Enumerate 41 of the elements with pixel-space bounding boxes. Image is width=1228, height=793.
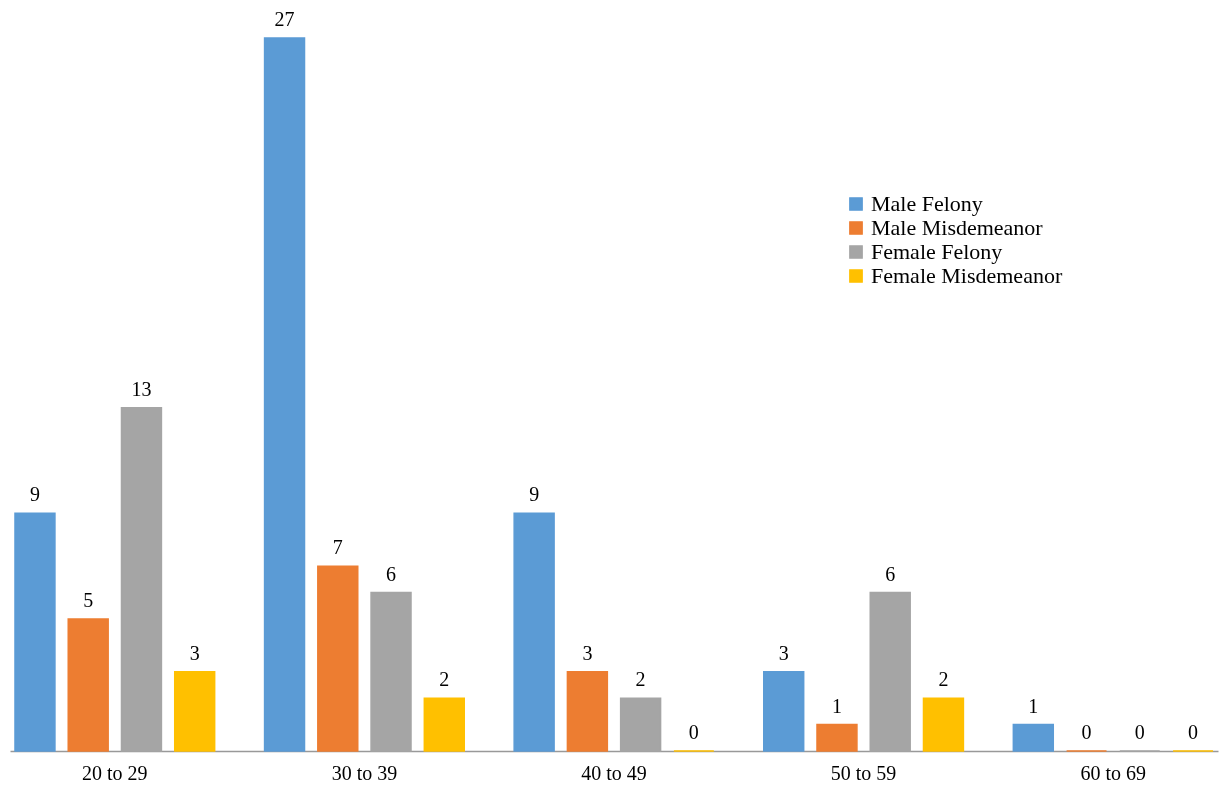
bar bbox=[14, 512, 56, 752]
data-label: 27 bbox=[274, 8, 295, 30]
bar bbox=[566, 671, 609, 752]
data-label: 13 bbox=[131, 377, 152, 400]
x-tick-label: 60 to 69 bbox=[1080, 761, 1146, 784]
data-label: 7 bbox=[332, 536, 343, 559]
x-tick-label: 40 to 49 bbox=[581, 761, 647, 784]
x-tick-label: 20 to 29 bbox=[82, 761, 148, 784]
x-tick-label: 50 to 59 bbox=[830, 761, 897, 784]
data-label: 6 bbox=[386, 562, 397, 585]
data-label: 3 bbox=[582, 641, 593, 664]
bar bbox=[1012, 723, 1055, 752]
legend-label: Male Felony bbox=[871, 191, 983, 216]
bar bbox=[816, 723, 858, 752]
data-label: 1 bbox=[831, 694, 842, 717]
data-label: 2 bbox=[938, 668, 949, 691]
data-label: 0 bbox=[1188, 721, 1199, 743]
data-label: 0 bbox=[1081, 721, 1092, 743]
bar bbox=[763, 671, 805, 752]
data-label: 9 bbox=[529, 483, 540, 506]
data-label: 0 bbox=[688, 721, 699, 743]
bar bbox=[317, 565, 359, 752]
legend-label: Female Felony bbox=[871, 239, 1003, 264]
bar bbox=[263, 37, 306, 752]
bar bbox=[173, 671, 216, 752]
data-label: 5 bbox=[83, 588, 94, 611]
data-label: 2 bbox=[439, 668, 450, 691]
legend-label: Female Misdemeanor bbox=[871, 263, 1063, 288]
bar bbox=[67, 618, 109, 752]
legend-label: Male Misdemeanor bbox=[871, 215, 1044, 240]
bar bbox=[922, 697, 965, 752]
data-label: 0 bbox=[1134, 721, 1145, 743]
data-label: 9 bbox=[29, 483, 40, 506]
data-label: 1 bbox=[1028, 694, 1039, 717]
x-tick-label: 30 to 39 bbox=[331, 761, 398, 784]
bar bbox=[423, 697, 465, 752]
bar bbox=[513, 512, 555, 752]
data-label: 2 bbox=[635, 668, 646, 691]
data-label: 3 bbox=[189, 641, 200, 664]
data-label: 6 bbox=[885, 562, 896, 585]
data-label: 3 bbox=[778, 641, 789, 664]
